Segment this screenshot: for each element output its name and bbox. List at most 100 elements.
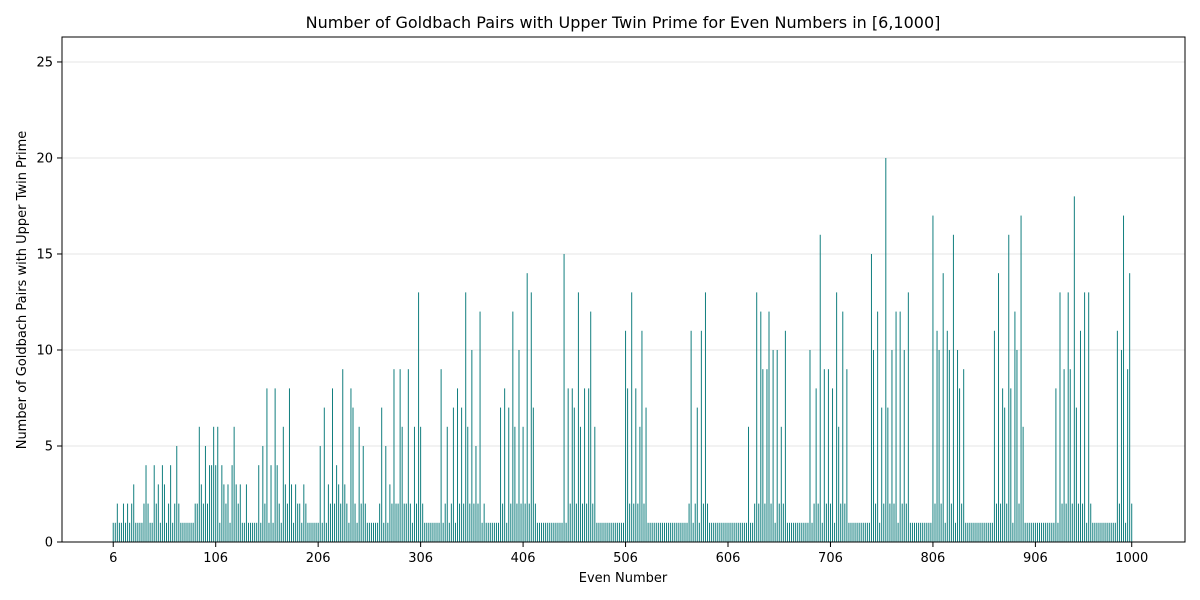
bar <box>510 503 512 542</box>
bar <box>309 522 311 542</box>
bar <box>293 522 295 542</box>
bar <box>235 484 237 542</box>
bar <box>282 426 284 542</box>
bar <box>260 522 262 542</box>
bar <box>463 503 465 542</box>
bar <box>141 522 143 542</box>
bar <box>606 522 608 542</box>
bar <box>715 522 717 542</box>
bar <box>858 522 860 542</box>
bar <box>356 522 358 542</box>
bar <box>547 522 549 542</box>
bar <box>334 503 336 542</box>
bar <box>961 503 963 542</box>
bar <box>1104 522 1106 542</box>
bar <box>614 522 616 542</box>
bar <box>450 503 452 542</box>
bar <box>364 503 366 542</box>
bar <box>440 369 442 542</box>
bar <box>926 522 928 542</box>
bar <box>987 522 989 542</box>
bar <box>844 503 846 542</box>
bar <box>571 388 573 542</box>
bar <box>159 522 161 542</box>
bar <box>592 503 594 542</box>
bar <box>741 522 743 542</box>
bar <box>274 388 276 542</box>
bar <box>676 522 678 542</box>
bar <box>182 522 184 542</box>
y-tick-label: 25 <box>36 55 53 70</box>
bar <box>655 522 657 542</box>
bar <box>186 522 188 542</box>
bar <box>227 484 229 542</box>
bar <box>750 522 752 542</box>
bar <box>545 522 547 542</box>
bar <box>178 503 180 542</box>
bar <box>879 522 881 542</box>
bar <box>530 292 532 542</box>
bar <box>524 503 526 542</box>
bar <box>342 369 344 542</box>
bar <box>346 503 348 542</box>
bar <box>881 407 883 542</box>
bar <box>252 522 254 542</box>
bar <box>735 522 737 542</box>
bar <box>897 522 899 542</box>
bar <box>971 522 973 542</box>
bar <box>590 311 592 542</box>
bar <box>272 522 274 542</box>
bar <box>174 503 176 542</box>
bar <box>797 522 799 542</box>
bar <box>991 522 993 542</box>
bar <box>704 292 706 542</box>
bar <box>1069 369 1071 542</box>
bar <box>694 503 696 542</box>
bar <box>295 484 297 542</box>
bar <box>584 388 586 542</box>
bar <box>930 522 932 542</box>
x-tick-label: 606 <box>716 551 741 566</box>
bar <box>553 522 555 542</box>
bar <box>188 522 190 542</box>
bar <box>1061 503 1063 542</box>
bar <box>344 484 346 542</box>
bar <box>192 522 194 542</box>
bar <box>538 522 540 542</box>
bar <box>719 522 721 542</box>
bar <box>504 388 506 542</box>
bar <box>301 522 303 542</box>
bar <box>739 522 741 542</box>
bar <box>161 465 163 542</box>
bar <box>377 522 379 542</box>
bar <box>241 522 243 542</box>
bar <box>184 522 186 542</box>
y-axis-label: Number of Goldbach Pairs with Upper Twin… <box>15 131 30 450</box>
bar <box>610 522 612 542</box>
bars <box>112 157 1133 543</box>
bar <box>913 522 915 542</box>
bar <box>967 522 969 542</box>
x-tick-label: 506 <box>613 551 638 566</box>
bar <box>485 522 487 542</box>
bar <box>698 522 700 542</box>
bar <box>354 503 356 542</box>
bar <box>998 273 1000 542</box>
bar <box>1067 292 1069 542</box>
bar <box>291 484 293 542</box>
bar <box>989 522 991 542</box>
bar <box>1016 349 1018 542</box>
bar <box>352 407 354 542</box>
bar <box>674 522 676 542</box>
bar <box>329 503 331 542</box>
x-tick-label: 106 <box>203 551 228 566</box>
bar <box>397 503 399 542</box>
bar <box>209 465 211 542</box>
bar <box>598 522 600 542</box>
bar <box>620 522 622 542</box>
bar <box>362 445 364 542</box>
bar <box>852 522 854 542</box>
bar <box>1026 522 1028 542</box>
bar <box>567 388 569 542</box>
bar <box>1090 503 1092 542</box>
